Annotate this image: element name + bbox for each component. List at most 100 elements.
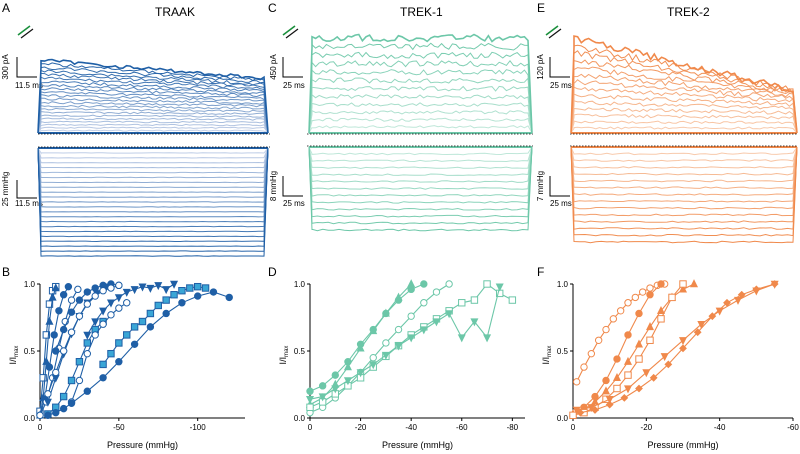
pressure-traces-trek1: [308, 146, 533, 232]
data-point: [646, 291, 654, 299]
data-point: [635, 384, 643, 393]
current-trace: [37, 80, 269, 134]
data-point: [613, 384, 621, 393]
data-point: [162, 309, 170, 318]
data-point: [42, 356, 51, 365]
data-point: [75, 296, 84, 304]
data-point: [201, 284, 210, 292]
data-point: [569, 411, 577, 420]
data-point: [115, 358, 123, 366]
current-trace: [37, 114, 269, 134]
data-point: [83, 349, 92, 358]
data-point: [122, 288, 131, 297]
data-point: [59, 325, 68, 334]
pressure-trace: [308, 146, 533, 190]
svg-text:25 ms: 25 ms: [283, 81, 305, 90]
pressure-trace: [37, 147, 269, 218]
data-point: [318, 382, 327, 390]
data-point: [420, 299, 428, 307]
y-tick-label: 1.0: [294, 280, 306, 289]
scale-bar-pressure-trek1: 8 mmHg 25 ms: [269, 171, 305, 208]
pressure-trace: [308, 146, 533, 204]
series-line: [47, 284, 119, 395]
data-point: [770, 280, 779, 288]
current-trace: [37, 69, 269, 134]
data-point: [635, 355, 643, 363]
pressure-trace: [308, 146, 533, 197]
pressure-trace: [37, 147, 269, 247]
current-trace: [308, 51, 533, 134]
data-point: [44, 411, 52, 420]
data-point: [602, 325, 610, 334]
x-tick-label: 0: [571, 423, 576, 432]
pressure-trace: [570, 146, 798, 162]
data-point: [432, 318, 441, 327]
x-axis-label: Pressure (mmHg): [382, 440, 453, 450]
x-tick-label: -40: [405, 423, 417, 432]
current-trace: [570, 59, 798, 134]
plot-panel-b: 0.0 0.5 1.0 0 -50 -100 Pressure (mmHg) I/Imax: [8, 280, 245, 450]
y-axis-label: I/Imax: [278, 346, 290, 365]
data-point: [67, 399, 76, 407]
data-point: [75, 312, 84, 320]
data-point: [115, 304, 123, 312]
data-point: [186, 284, 194, 292]
current-trace: [570, 35, 798, 134]
data-point: [723, 298, 731, 307]
data-point: [407, 334, 416, 343]
panel-letter-c: C: [268, 1, 277, 15]
series-line: [309, 283, 513, 408]
data-point: [601, 386, 611, 395]
scale-bar-pressure-traak: 25 mmHg 11.5 ms: [1, 172, 43, 208]
pressure-trace: [37, 147, 269, 169]
data-point: [138, 283, 147, 292]
data-point: [43, 398, 52, 407]
current-traces-traak: [37, 58, 269, 134]
x-tick-label: 0: [38, 423, 43, 432]
data-point: [624, 299, 632, 307]
pressure-trace: [570, 146, 798, 210]
data-point: [612, 372, 622, 381]
current-trace: [37, 87, 269, 134]
data-point: [146, 323, 155, 331]
x-tick-label: 0: [308, 423, 313, 432]
data-point: [394, 292, 403, 301]
current-trace: [37, 107, 269, 134]
current-trace: [37, 58, 269, 134]
pressure-trace: [37, 147, 269, 203]
data-point: [445, 280, 453, 288]
data-point: [343, 377, 352, 386]
data-point: [67, 308, 76, 316]
data-point: [483, 280, 491, 288]
x-tick-label: -40: [714, 423, 726, 432]
pressure-trace: [570, 146, 798, 190]
pressure-trace: [37, 147, 269, 179]
data-point: [369, 326, 378, 335]
data-point: [381, 351, 390, 360]
data-point: [638, 288, 647, 296]
data-point: [679, 344, 687, 353]
data-point: [193, 282, 202, 291]
svg-text:11.5 ms: 11.5 ms: [15, 81, 43, 90]
data-point: [91, 292, 99, 300]
data-point: [656, 305, 666, 314]
data-point: [59, 404, 68, 413]
data-point: [689, 279, 699, 288]
data-point: [594, 336, 603, 344]
y-tick-label: 1.0: [24, 280, 36, 289]
data-point: [130, 340, 139, 348]
pressure-trace: [570, 146, 798, 176]
data-point: [572, 406, 581, 415]
pressure-trace: [308, 146, 533, 218]
current-trace: [308, 117, 533, 134]
data-point: [138, 317, 147, 326]
svg-text:25 ms: 25 ms: [550, 199, 572, 208]
data-point: [45, 363, 54, 371]
data-point: [170, 280, 179, 289]
y-axis-label: I/Imax: [541, 346, 553, 365]
data-point: [609, 315, 618, 323]
data-point: [634, 339, 644, 348]
data-point: [107, 284, 115, 292]
pressure-trace: [37, 147, 269, 252]
